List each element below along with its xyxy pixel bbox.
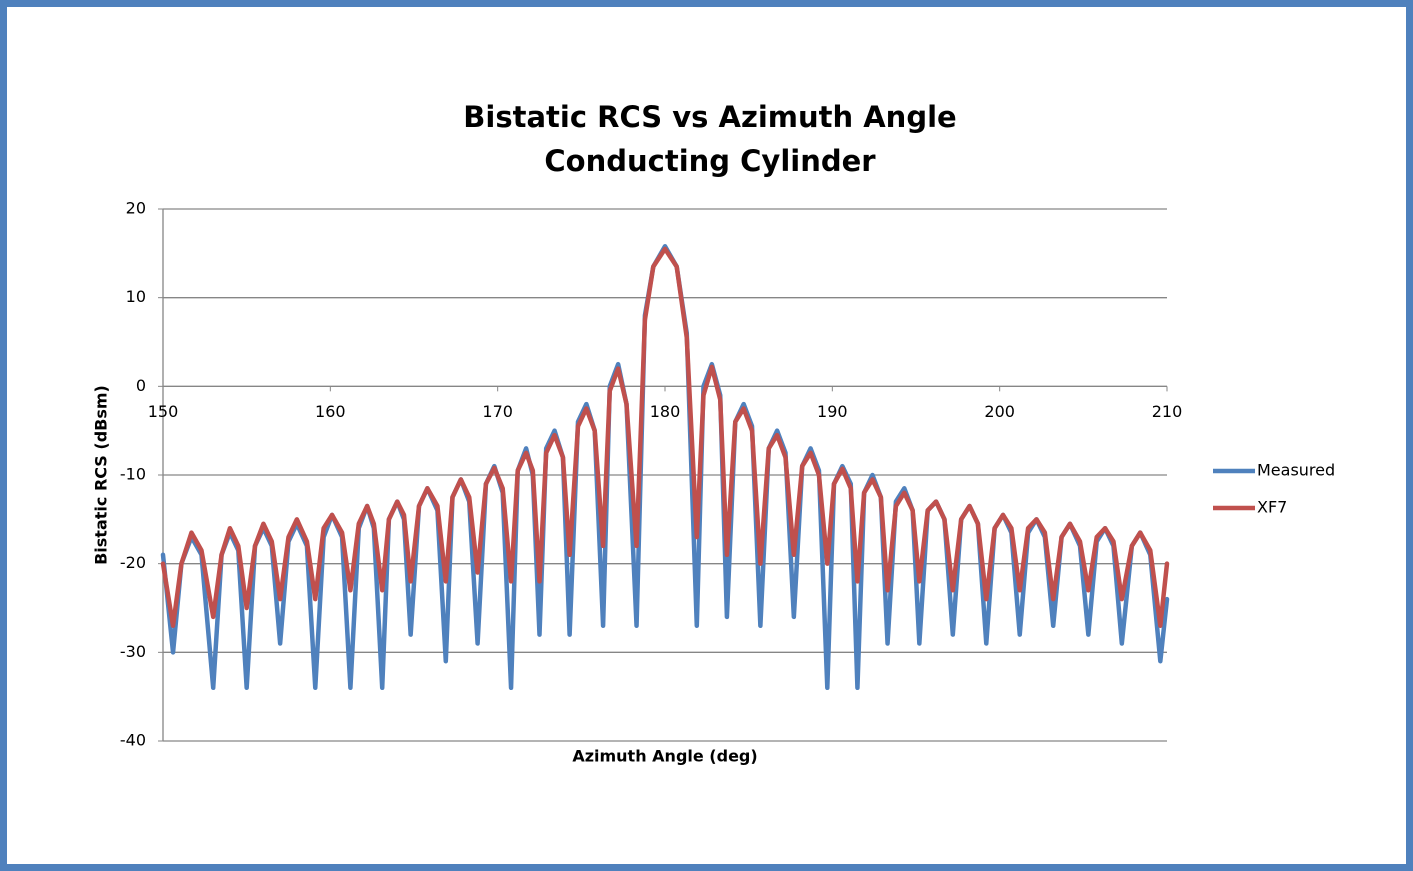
y-tick-label: 10 (126, 287, 146, 306)
chart-title: Bistatic RCS vs Azimuth Angle (463, 100, 956, 134)
legend-label: XF7 (1257, 498, 1287, 517)
x-axis-title: Azimuth Angle (deg) (572, 747, 757, 766)
y-tick-label: 0 (136, 376, 146, 395)
chart-subtitle: Conducting Cylinder (544, 144, 876, 178)
x-tick-label: 180 (650, 402, 681, 421)
y-tick-label: -30 (120, 642, 146, 661)
x-tick-label: 200 (984, 402, 1015, 421)
x-tick-label: 210 (1152, 402, 1183, 421)
series-line (160, 246, 1170, 628)
y-axis-title: Bistatic RCS (dBsm) (92, 385, 111, 565)
x-tick-label: 190 (817, 402, 848, 421)
y-tick-label: -10 (120, 465, 146, 484)
legend-label: Measured (1257, 461, 1335, 480)
x-tick-label: 150 (148, 402, 179, 421)
x-tick-label: 160 (315, 402, 346, 421)
y-tick-label: -40 (120, 731, 146, 750)
y-tick-label: 20 (126, 199, 146, 218)
x-tick-label: 170 (482, 402, 513, 421)
y-tick-label: -20 (120, 553, 146, 572)
